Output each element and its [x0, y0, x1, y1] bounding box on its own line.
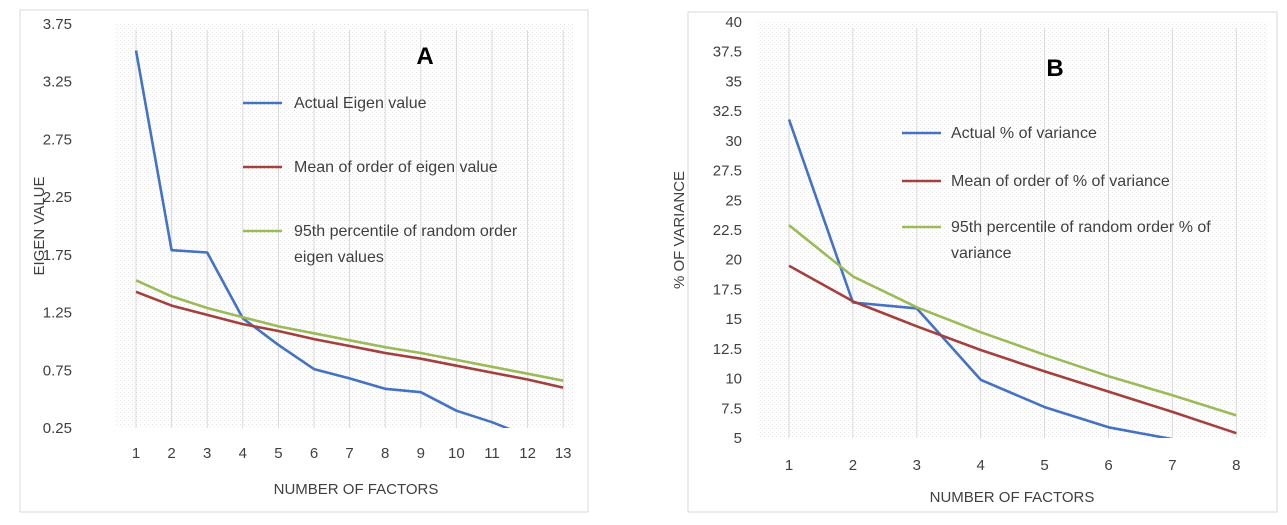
x-tick-label: 8	[1232, 457, 1240, 474]
plot-area	[116, 24, 574, 428]
y-tick-label: 27.5	[713, 163, 742, 180]
chart-frame	[19, 9, 589, 513]
x-tick-label: 7	[1168, 457, 1176, 474]
series-line-3	[135, 279, 564, 382]
x-tick-label: 6	[1104, 457, 1112, 474]
legend-entry-1: Actual % of variance	[951, 125, 1097, 142]
x-tick-label: 6	[310, 445, 318, 462]
y-tick-label: 3.75	[43, 16, 72, 33]
x-tick-label: 1	[132, 445, 140, 462]
legend-entry-1: Actual Eigen value	[294, 95, 427, 112]
y-axis-title: % OF VARIANCE	[671, 171, 688, 289]
x-tick-label: 3	[203, 445, 211, 462]
y-axis-title: EIGEN VALUE	[31, 177, 48, 276]
series-line-3	[788, 224, 1237, 417]
x-axis-title: NUMBER OF FACTORS	[274, 481, 439, 498]
y-tick-label: 1.25	[43, 305, 72, 322]
panel-label: A	[416, 43, 433, 70]
chart-frame	[687, 11, 1278, 513]
y-tick-label: 40	[725, 14, 742, 31]
y-tick-label: 32.5	[713, 103, 742, 120]
y-tick-label: 3.25	[43, 74, 72, 91]
y-tick-label: 25	[725, 192, 742, 209]
y-tick-label: 15	[725, 311, 742, 328]
legend-entry-3: 95th percentile of random order eigen val…	[294, 223, 518, 266]
y-tick-label: 35	[725, 73, 742, 90]
series-line-2	[788, 264, 1237, 435]
y-tick-label: 10	[725, 371, 742, 388]
x-tick-label: 3	[913, 457, 921, 474]
x-tick-label: 4	[977, 457, 985, 474]
chart-panel-a: 0.250.751.251.752.252.753.253.751 2 3 4 5 6 7 8…	[19, 9, 589, 513]
x-tick-label: 13	[555, 445, 572, 462]
y-tick-label: 17.5	[713, 281, 742, 298]
legend-text-line: 95th percentile of random order	[294, 223, 518, 240]
x-tick-label: 11	[484, 445, 500, 462]
x-tick-label: 5	[274, 445, 282, 462]
x-tick-label: 12	[519, 445, 536, 462]
x-tick-label: 5	[1040, 457, 1048, 474]
legend-text-line: Actual % of variance	[951, 125, 1097, 142]
y-tick-label: 0.25	[43, 420, 72, 437]
legend-text-line: Actual Eigen value	[294, 95, 427, 112]
legend: Actual Eigen value Mean of order of eigen…	[243, 95, 518, 266]
y-tick-label: 2.25	[43, 189, 72, 206]
series-line-1	[787, 119, 1174, 438]
x-tick-label: 1	[785, 457, 793, 474]
x-axis-title: NUMBER OF FACTORS	[930, 489, 1095, 506]
y-tick-label: 2.75	[43, 131, 72, 148]
x-tick-label: 7	[345, 445, 353, 462]
x-tick-label: 4	[239, 445, 247, 462]
x-tick-label: 2	[849, 457, 857, 474]
series-line-1	[134, 50, 511, 428]
legend-entry-2: Mean of order of % of variance	[951, 173, 1170, 190]
legend-text-line: 95th percentile of random order % of	[951, 219, 1211, 236]
y-tick-label: 22.5	[713, 222, 742, 239]
legend: Actual % of variance Mean of order of % o…	[902, 125, 1211, 262]
x-tick-label: 9	[417, 445, 425, 462]
y-tick-label: 1.75	[43, 247, 72, 264]
legend-text-line: variance	[951, 245, 1012, 262]
y-tick-label: 12.5	[713, 341, 742, 358]
x-tick-label: 8	[381, 445, 389, 462]
y-tick-label: 20	[725, 252, 742, 269]
legend-entry-3: 95th percentile of random order % of vari…	[951, 219, 1211, 262]
y-tick-label: 0.75	[43, 362, 72, 379]
series-line-2	[135, 290, 564, 389]
y-tick-label: 7.5	[721, 400, 742, 417]
y-tick-label: 30	[725, 133, 742, 150]
plot-area	[757, 22, 1268, 438]
y-tick-label: 5	[734, 430, 742, 447]
legend-text-line: Mean of order of eigen value	[294, 159, 498, 176]
panel-label: B	[1046, 55, 1063, 82]
legend-text-line: eigen values	[294, 249, 384, 266]
x-tick-label: 2	[167, 445, 175, 462]
y-tick-label: 37.5	[713, 44, 742, 61]
legend-text-line: Mean of order of % of variance	[951, 173, 1170, 190]
chart-panel-b: 57.51012.51517.52022.52527.53032.53537.5…	[671, 11, 1278, 513]
x-tick-label: 10	[448, 445, 465, 462]
legend-entry-2: Mean of order of eigen value	[294, 159, 498, 176]
